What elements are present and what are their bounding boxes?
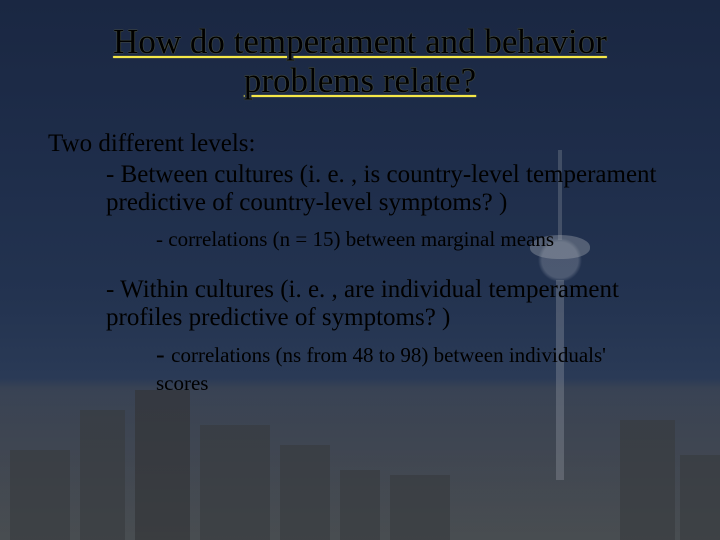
sub-bullet-1: - correlations (n = 15) between marginal… xyxy=(156,227,652,252)
intro-text: Two different levels: xyxy=(48,130,672,159)
slide: How do temperament and behavior problems… xyxy=(0,0,720,540)
slide-title: How do temperament and behavior problems… xyxy=(48,22,672,104)
sub-bullet-2-text: correlations (ns from 48 to 98) between … xyxy=(156,343,606,395)
sub-bullet-2: - correlations (ns from 48 to 98) betwee… xyxy=(156,340,652,395)
dash-icon: - xyxy=(156,340,171,369)
bullet-level-2: - Within cultures (i. e. , are individua… xyxy=(106,276,662,332)
slide-body: Two different levels: - Between cultures… xyxy=(48,130,672,395)
bullet-level-1: - Between cultures (i. e. , is country-l… xyxy=(106,161,662,217)
